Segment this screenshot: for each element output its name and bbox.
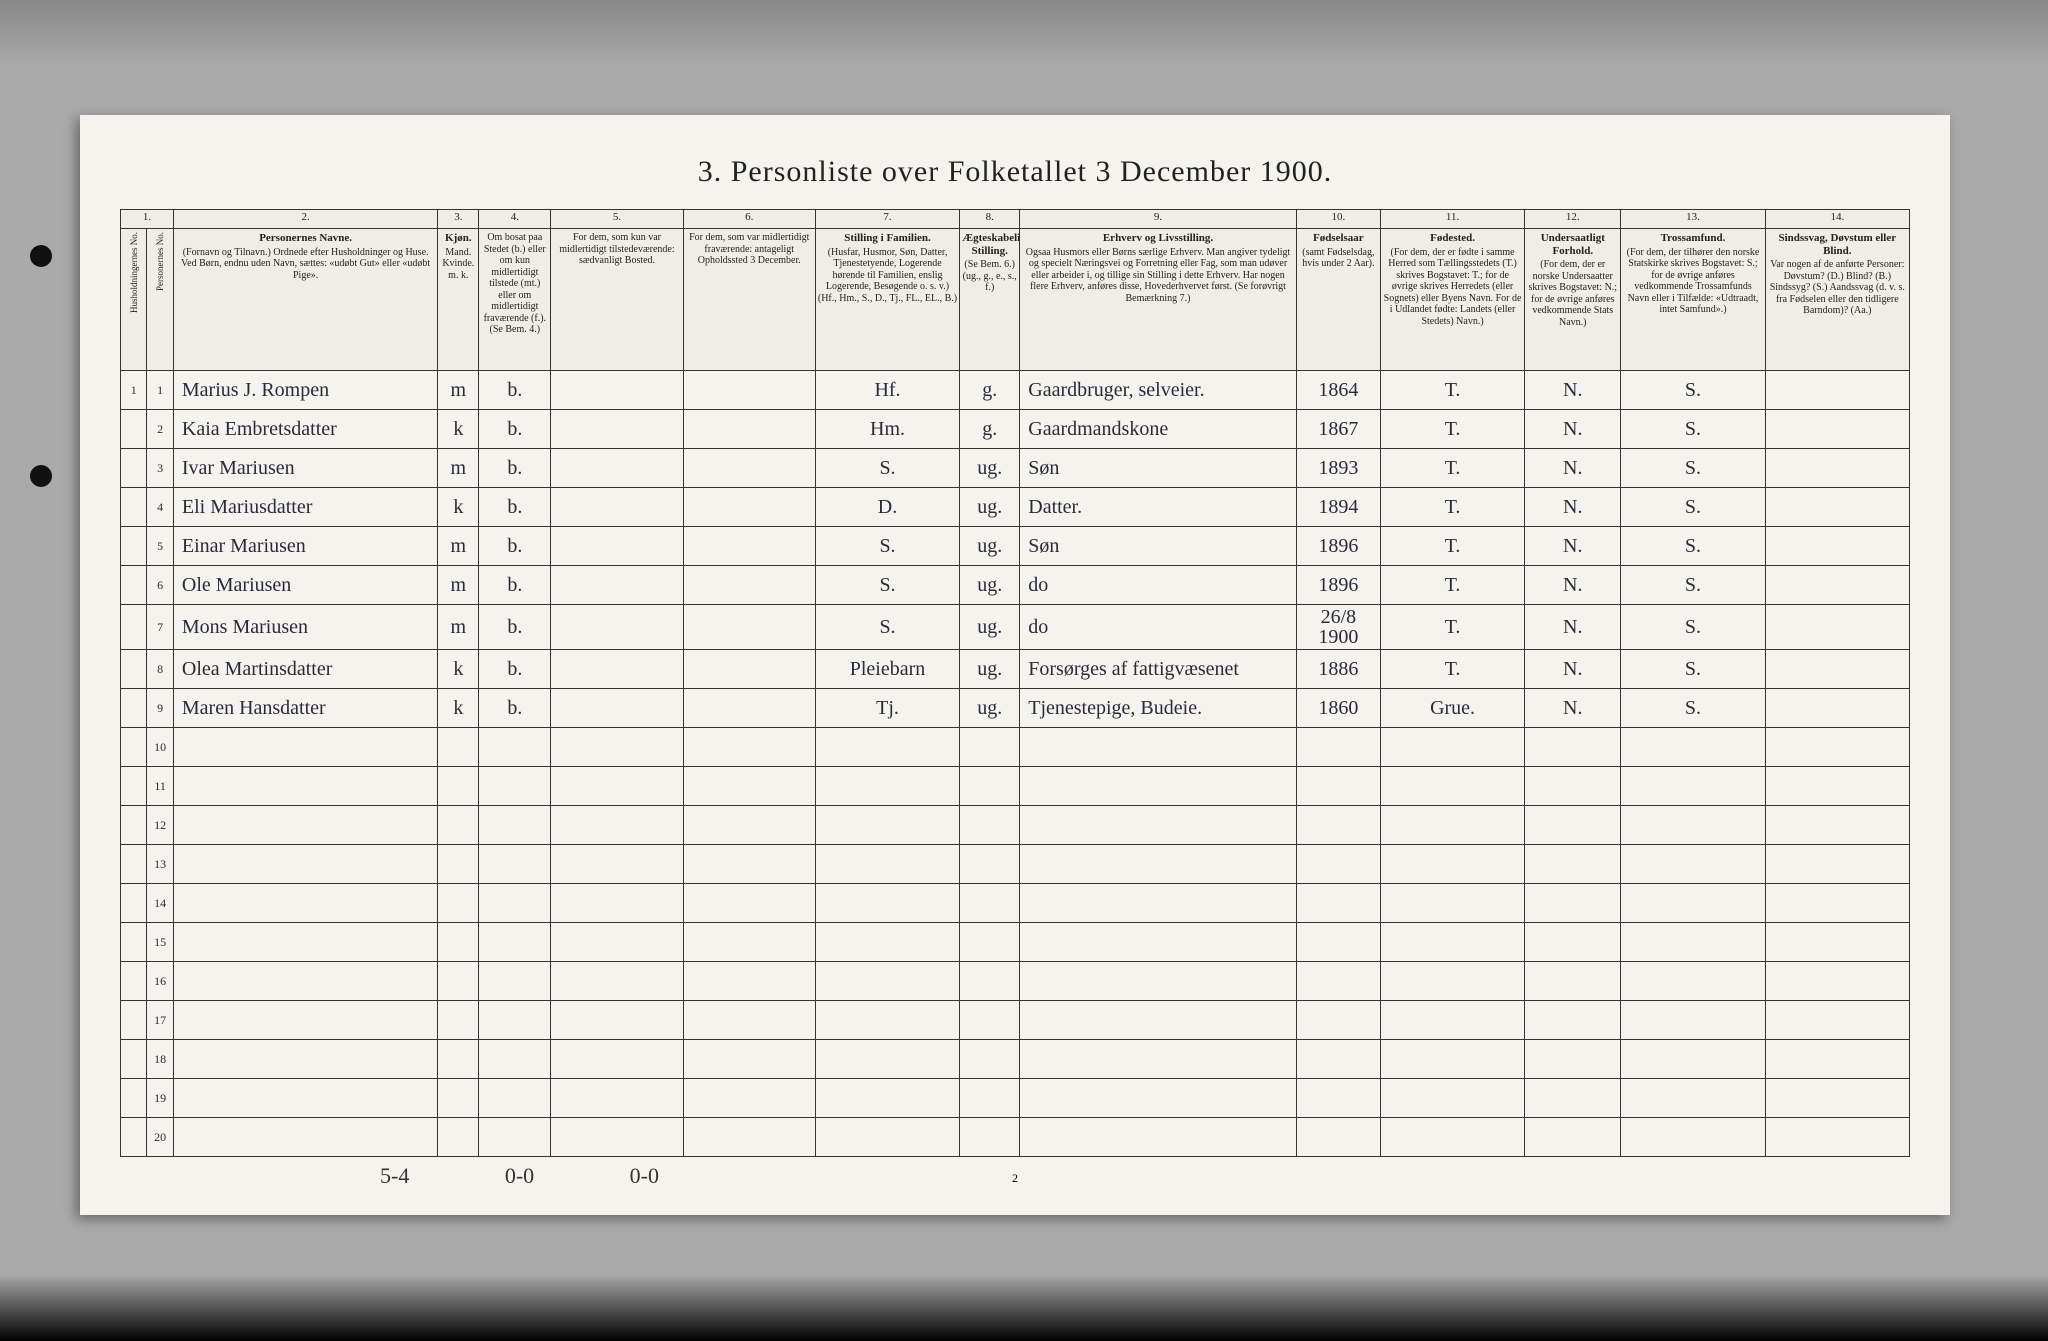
col-number: 10. [1296,210,1380,229]
col-number: 8. [960,210,1020,229]
scan-background: 3. Personliste over Folketallet 3 Decemb… [0,0,2048,1341]
hdr-residence: Om bosat paa Stedet (b.) eller om kun mi… [479,229,551,371]
table-row-empty: 17 [121,1001,1910,1040]
col-number: 5. [551,210,683,229]
col-number: 12. [1525,210,1621,229]
table-row-empty: 15 [121,923,1910,962]
col-number: 1. [121,210,174,229]
col-number: 11. [1380,210,1524,229]
col-number: 13. [1621,210,1765,229]
table-row-empty: 12 [121,806,1910,845]
table-row: 2Kaia Embretsdatterkb.Hm.g.Gaardmandskon… [121,410,1910,449]
col-number: 2. [173,210,438,229]
table-row: 3Ivar Mariusenmb.S.ug.Søn1893T.N.S. [121,449,1910,488]
table-row-empty: 19 [121,1079,1910,1118]
table-row: 4Eli Mariusdatterkb.D.ug.Datter.1894T.N.… [121,488,1910,527]
hdr-temp-present: For dem, som kun var midlertidigt tilste… [551,229,683,371]
column-number-row: 1.2.3.4.5.6.7.8.9.10.11.12.13.14. [121,210,1910,229]
table-body: 11Marius J. Rompenmb.Hf.g.Gaardbruger, s… [121,371,1910,1157]
col-number: 3. [438,210,479,229]
hdr-religion: Trossamfund.(For dem, der tilhører den n… [1621,229,1765,371]
table-row-empty: 13 [121,845,1910,884]
hdr-name: Personernes Navne.(Fornavn og Tilnavn.) … [173,229,438,371]
hdr-temp-absent: For dem, som var midlertidigt fraværende… [683,229,815,371]
col-number: 7. [815,210,959,229]
table-row: 9Maren Hansdatterkb.Tj.ug.Tjenestepige, … [121,689,1910,728]
table-row-empty: 20 [121,1118,1910,1157]
table-row-empty: 11 [121,767,1910,806]
table-row: 8Olea Martinsdatterkb.Pleiebarnug.Forsør… [121,650,1910,689]
hdr-occupation: Erhverv og Livsstilling.Ogsaa Husmors el… [1020,229,1297,371]
col-number: 4. [479,210,551,229]
binder-hole [30,465,52,487]
table-row: 5Einar Mariusenmb.S.ug.Søn1896T.N.S. [121,527,1910,566]
table-row-empty: 10 [121,728,1910,767]
table-row-empty: 18 [121,1040,1910,1079]
table-row-empty: 16 [121,962,1910,1001]
page-title: 3. Personliste over Folketallet 3 Decemb… [120,155,1910,189]
hdr-person-no: Personernes No. [147,229,173,371]
hdr-birthyear: Fødselsaar(samt Fødselsdag, hvis under 2… [1296,229,1380,371]
census-table: 1.2.3.4.5.6.7.8.9.10.11.12.13.14. Hushol… [120,209,1910,1157]
table-row: 11Marius J. Rompenmb.Hf.g.Gaardbruger, s… [121,371,1910,410]
hdr-nationality: Undersaatligt Forhold.(For dem, der er n… [1525,229,1621,371]
binder-hole [30,245,52,267]
table-row-empty: 14 [121,884,1910,923]
header-row: Husholdningernes No. Personernes No. Per… [121,229,1910,371]
col-number: 9. [1020,210,1297,229]
table-row: 7Mons Mariusenmb.S.ug.do26/8 1900T.N.S. [121,605,1910,650]
col-number: 14. [1765,210,1909,229]
document-page: 3. Personliste over Folketallet 3 Decemb… [80,115,1950,1215]
hdr-birthplace: Fødested.(For dem, der er fødte i samme … [1380,229,1524,371]
hdr-marital: Ægteskabelig Stilling.(Se Bem. 6.) (ug.,… [960,229,1020,371]
hdr-disability: Sindssvag, Døvstum eller Blind.Var nogen… [1765,229,1909,371]
hdr-household-no: Husholdningernes No. [121,229,147,371]
hdr-sex: Kjøn.Mand. Kvinde. m. k. [438,229,479,371]
table-row: 6Ole Mariusenmb.S.ug.do1896T.N.S. [121,566,1910,605]
hdr-family-pos: Stilling i Familien.(Husfar, Husmor, Søn… [815,229,959,371]
col-number: 6. [683,210,815,229]
